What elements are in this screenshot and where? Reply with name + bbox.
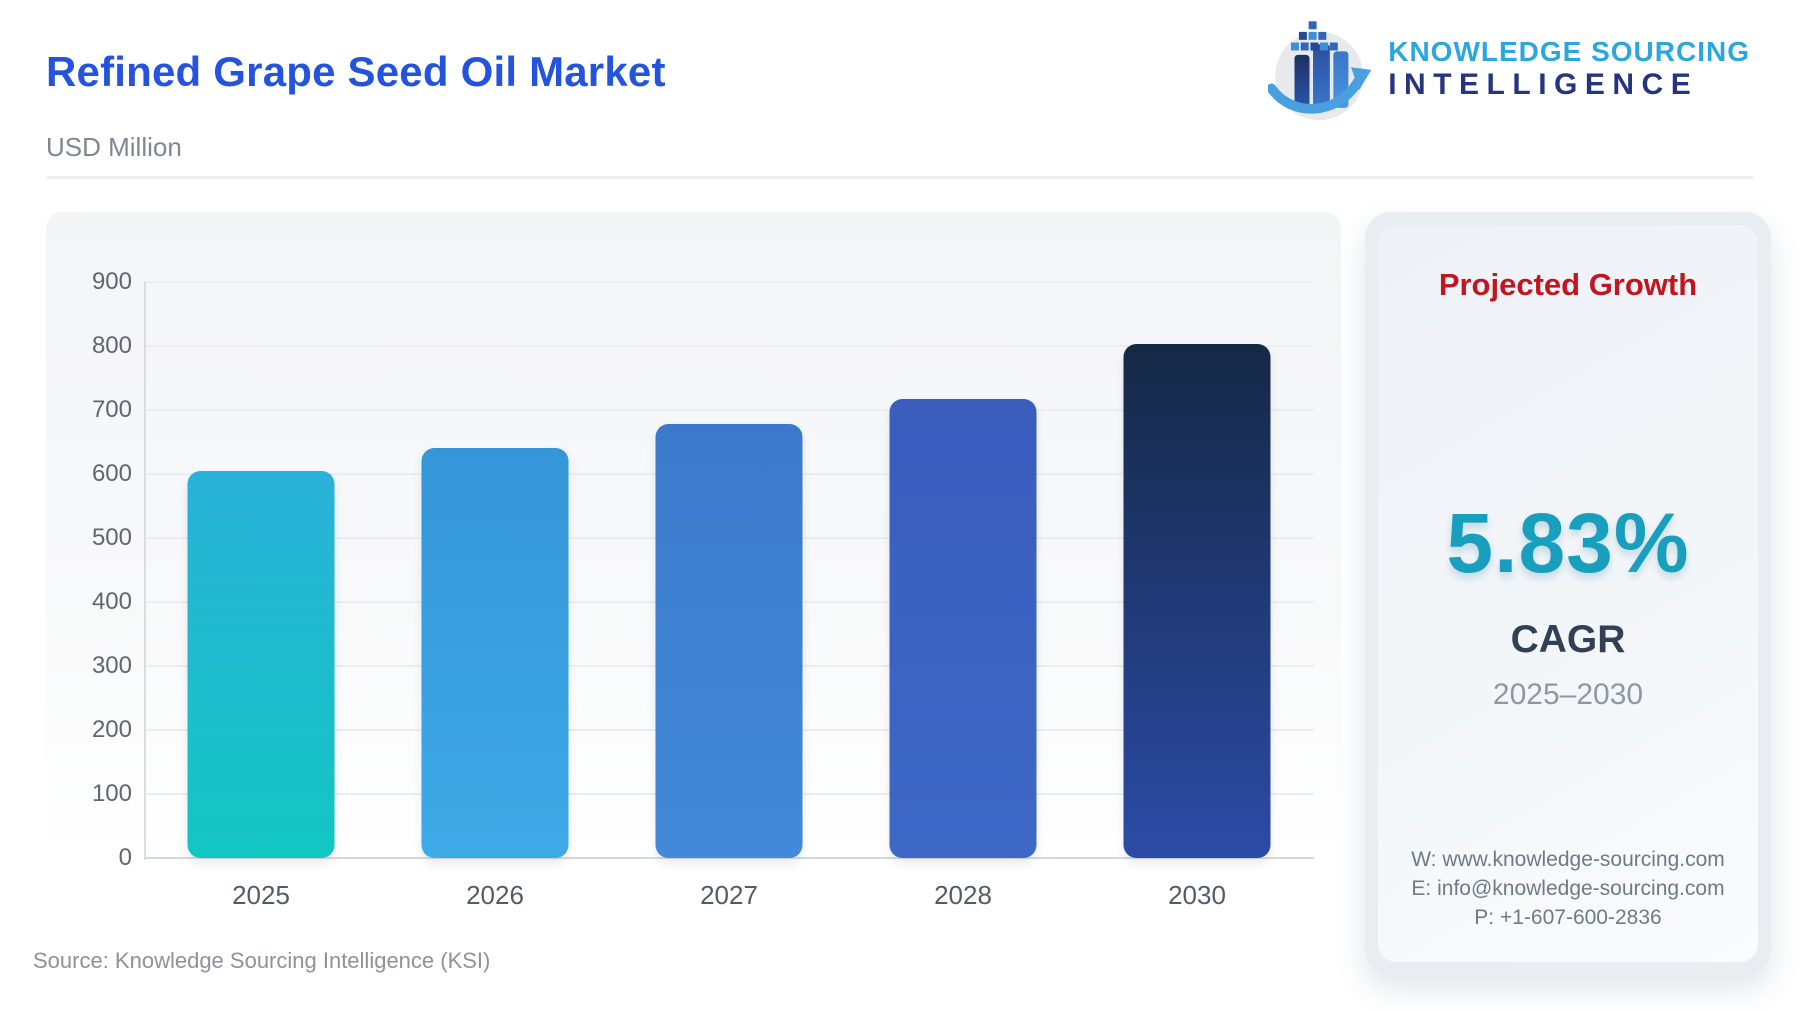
y-tick-0: 0: [118, 844, 132, 871]
cagr-label: CAGR: [1510, 618, 1626, 662]
ksi-logo: KNOWLEDGE SOURCING INTELLIGENCE: [1268, 16, 1750, 122]
y-tick-800: 800: [91, 332, 132, 359]
page-title: Refined Grape Seed Oil Market: [46, 48, 666, 95]
bar-slot-2027: 2027: [612, 282, 846, 910]
contact-website: W: www.knowledge-sourcing.com: [1411, 848, 1725, 871]
bars-row: 2025 2026 2027 2028 2030: [144, 282, 1314, 910]
units-subtitle: USD Million: [46, 132, 182, 162]
pixel-squares: [1291, 21, 1339, 51]
cagr-value: 5.83%: [1446, 496, 1690, 591]
x-tick-2026: 2026: [466, 880, 524, 910]
y-axis-line: [144, 282, 146, 860]
gridline-800: [144, 345, 1314, 347]
projected-growth-panel: Projected Growth 5.83% CAGR 2025–2030 W:…: [1365, 212, 1771, 975]
contact-phone: P: +1-607-600-2836: [1474, 906, 1662, 929]
logo-line1: KNOWLEDGE SOURCING: [1388, 35, 1750, 67]
bar-slot-2026: 2026: [378, 282, 612, 910]
y-tick-600: 600: [91, 460, 132, 487]
y-tick-900: 900: [91, 268, 132, 295]
panel-heading: Projected Growth: [1438, 267, 1698, 302]
bar-2026: [421, 448, 569, 858]
x-tick-2028: 2028: [934, 880, 992, 910]
source-note: Source: Knowledge Sourcing Intelligence …: [33, 948, 491, 973]
bar-2025: [187, 470, 335, 858]
gridline-0: [144, 857, 1314, 859]
x-tick-2030: 2030: [1168, 880, 1226, 910]
contact-email: E: info@knowledge-sourcing.com: [1411, 877, 1725, 900]
bar-2028: [889, 399, 1037, 858]
bar-slot-2025: 2025: [144, 282, 378, 910]
projected-growth-panel-inner: Projected Growth 5.83% CAGR 2025–2030 W:…: [1378, 225, 1758, 962]
bar-slot-2028: 2028: [846, 282, 1080, 910]
contact-info: W: www.knowledge-sourcing.com E: info@kn…: [1411, 845, 1725, 932]
y-axis-labels: 0 100 200 300 400 500 600 700 800 900: [46, 270, 132, 870]
ksi-globe-chart-icon: [1268, 21, 1372, 121]
bar-slot-2030: 2030: [1080, 282, 1314, 910]
gridline-700: [144, 409, 1314, 411]
x-tick-2027: 2027: [700, 880, 758, 910]
bar-2030: [1123, 344, 1271, 858]
y-tick-200: 200: [91, 716, 132, 743]
y-tick-300: 300: [91, 652, 132, 679]
header-divider: [46, 176, 1754, 179]
y-tick-100: 100: [91, 780, 132, 807]
y-tick-500: 500: [91, 524, 132, 551]
cagr-period: 2025–2030: [1492, 678, 1644, 712]
bar-2027: [655, 424, 803, 858]
bar-chart-card: 0 100 200 300 400 500 600 700 800 900 2025 2026 202…: [46, 212, 1341, 912]
ksi-logo-text: KNOWLEDGE SOURCING INTELLIGENCE: [1388, 36, 1750, 103]
logo-line2: INTELLIGENCE: [1388, 67, 1699, 101]
gridline-900: [144, 281, 1314, 283]
x-tick-2025: 2025: [232, 880, 290, 910]
y-tick-400: 400: [91, 588, 132, 615]
y-tick-700: 700: [91, 396, 132, 423]
